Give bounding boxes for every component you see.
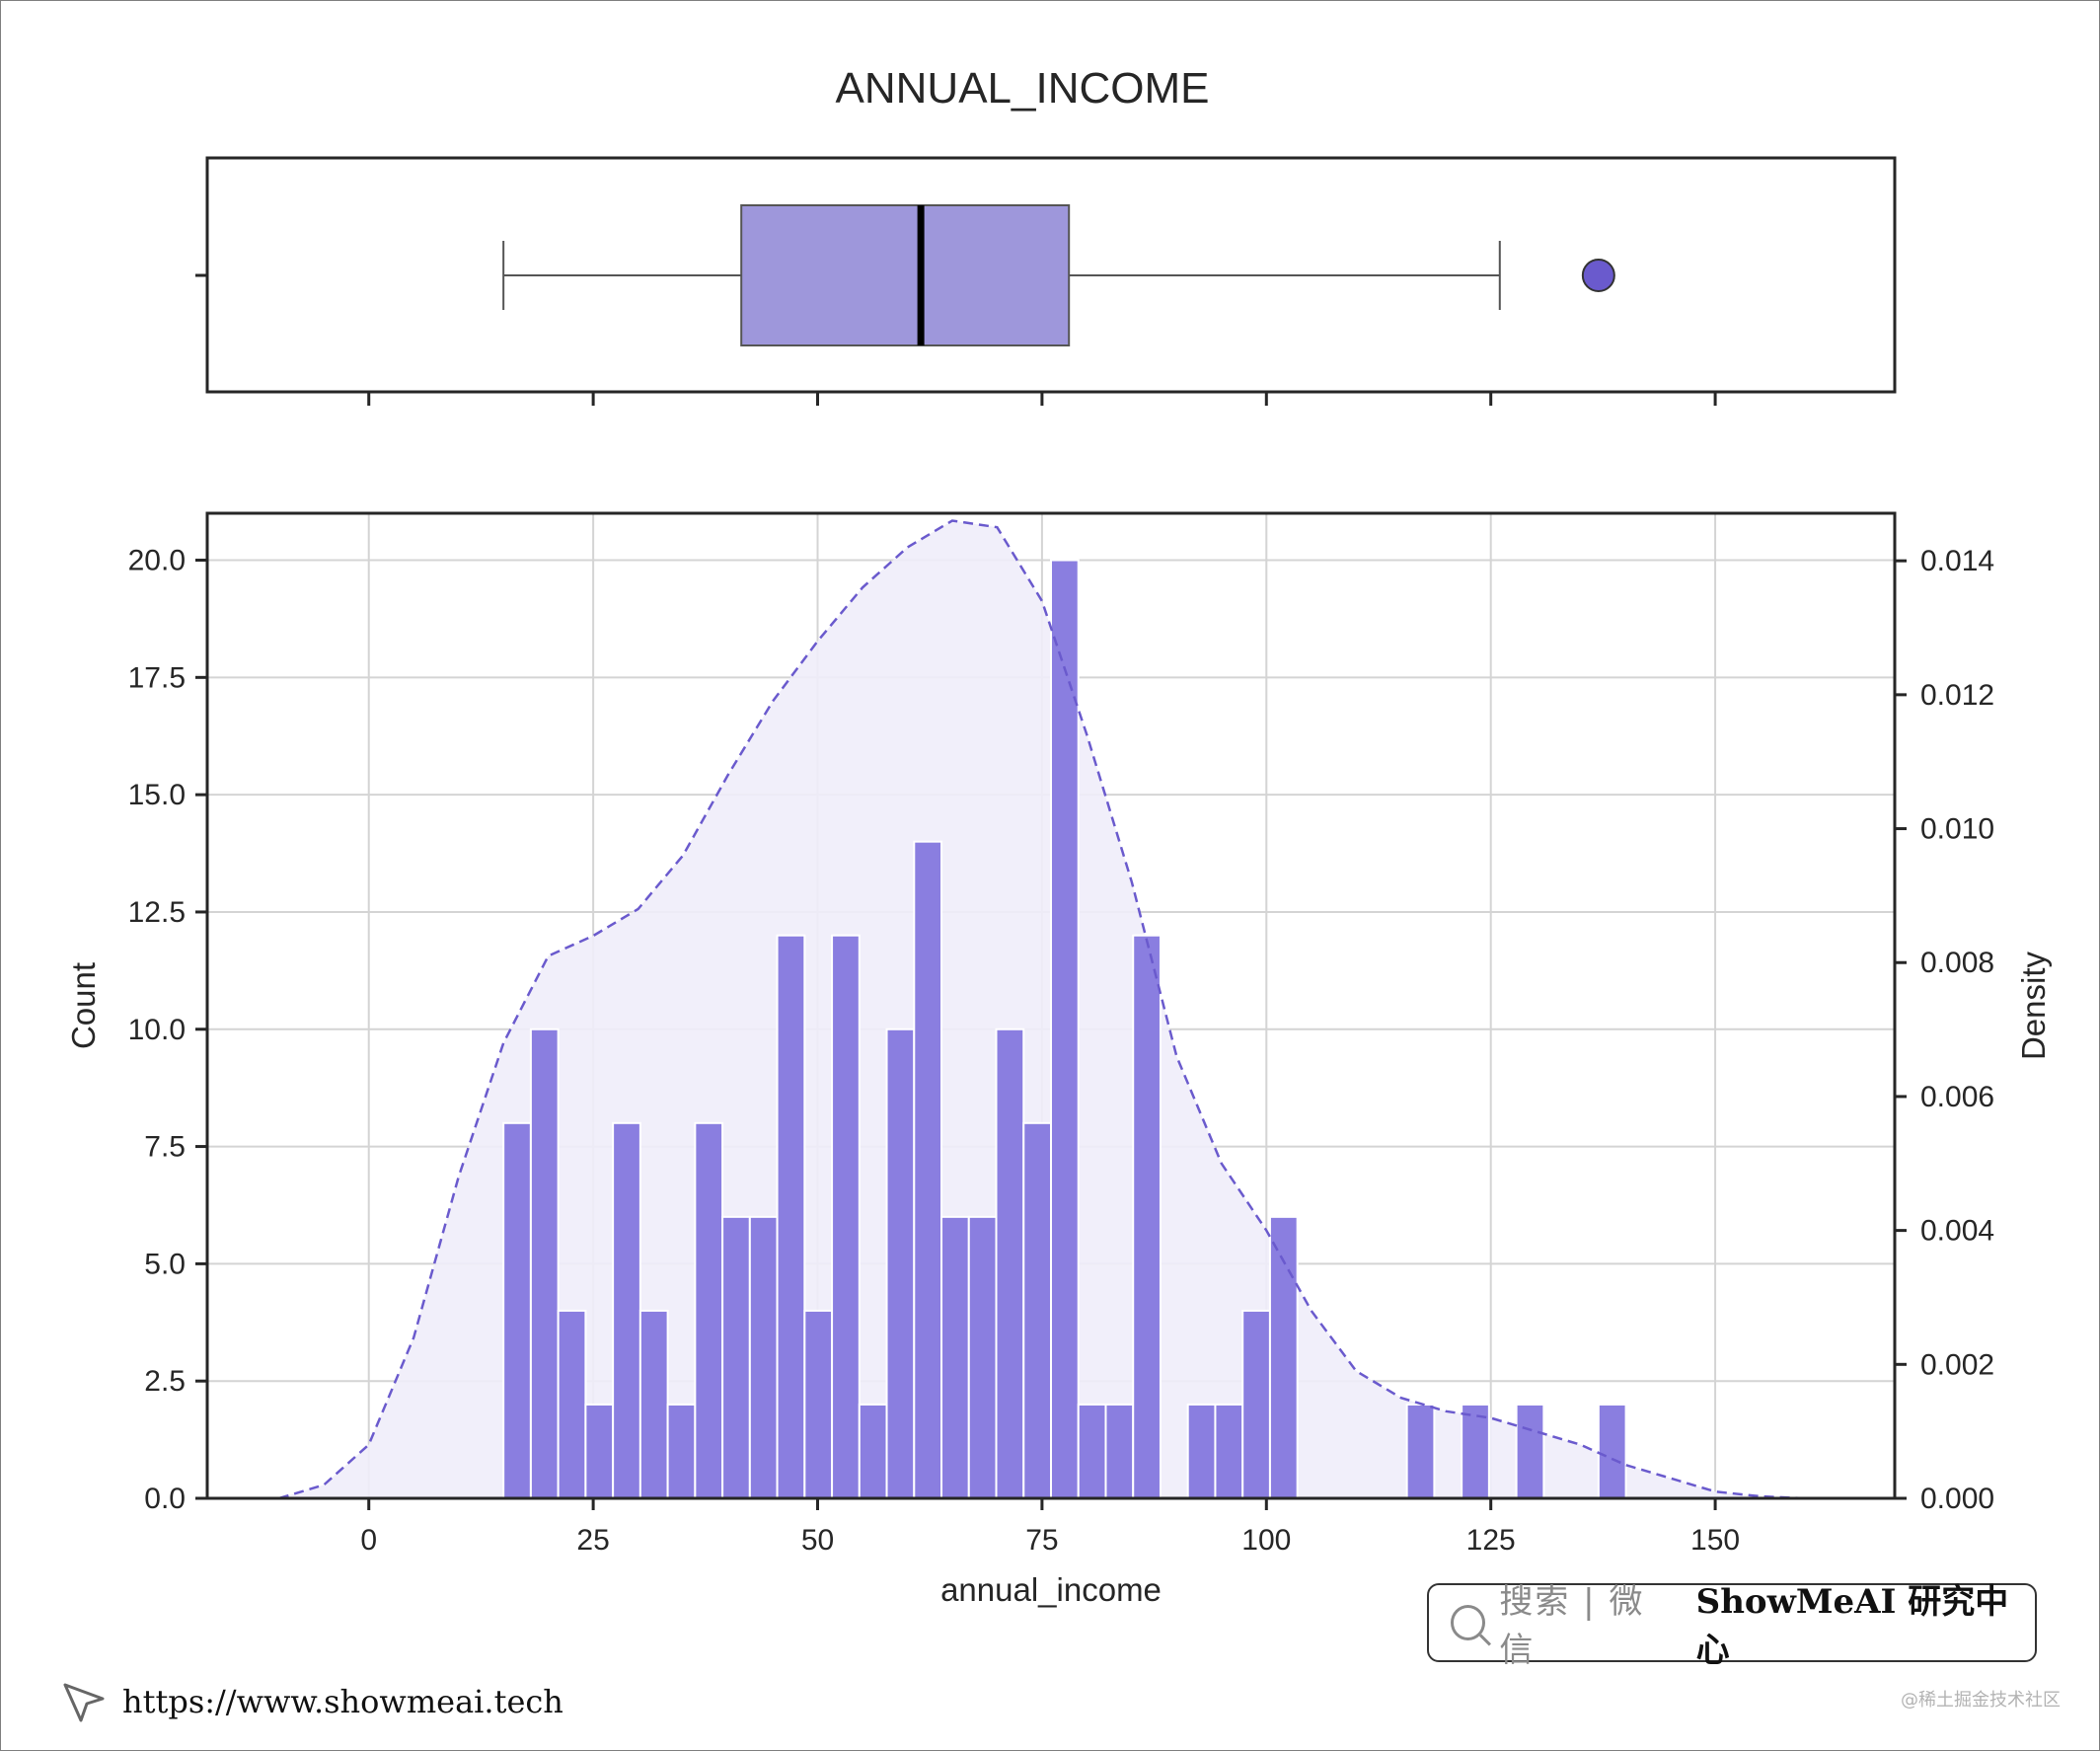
y-tick-label: 15.0 <box>128 779 186 811</box>
y-tick-label: 12.5 <box>128 896 186 929</box>
y-tick-label: 17.5 <box>128 661 186 694</box>
histogram-bar <box>584 1403 615 1500</box>
x-tick-label: 125 <box>1466 1524 1516 1557</box>
x-tick-label: 100 <box>1241 1524 1291 1557</box>
cursor-icon <box>63 1683 105 1722</box>
y2-axis-label: Density <box>2015 951 2052 1060</box>
x-tick-label: 0 <box>360 1524 377 1557</box>
histogram-bar <box>1214 1403 1244 1500</box>
x-axis-label: annual_income <box>940 1571 1162 1608</box>
search-icon <box>1451 1605 1486 1640</box>
watermark-text: @稀土掘金技术社区 <box>1901 1690 2061 1711</box>
histogram-bar <box>1022 1121 1052 1500</box>
x-tick-label: 75 <box>1025 1524 1058 1557</box>
search-badge[interactable]: 搜索 | 微信 ShowMeAI 研究中心 <box>1427 1582 2037 1670</box>
histogram-bar <box>666 1403 697 1500</box>
histogram-bar <box>529 1028 560 1500</box>
x-tick-label: 50 <box>801 1524 834 1557</box>
histogram-bar <box>885 1028 916 1500</box>
footer-link[interactable]: https://www.showmeai.tech <box>59 1672 563 1731</box>
histogram-panel: 0 25 50 75 100 125 150 0.0 2.5 5.0 7.5 10.0 12.5 15.0… <box>65 511 2052 1608</box>
histogram-bar <box>721 1215 751 1500</box>
y-tick-label: 0.0 <box>144 1483 186 1515</box>
histogram-bar <box>557 1309 587 1500</box>
y-tick-label: 5.0 <box>144 1248 186 1280</box>
histogram-bar <box>1461 1403 1490 1500</box>
kde-area <box>278 520 1805 1498</box>
histogram-bar <box>1241 1309 1271 1500</box>
box-outlier <box>1581 259 1615 292</box>
x-tick-label: 25 <box>576 1524 609 1557</box>
box-iqr <box>740 204 1071 346</box>
histogram-bar <box>748 1215 779 1500</box>
histogram-bar <box>1186 1403 1217 1500</box>
y2-tick-label: 0.002 <box>1920 1348 1994 1381</box>
badge-brand-text: ShowMeAI 研究中心 <box>1695 1582 2009 1670</box>
y2-tick-label: 0.000 <box>1920 1483 1994 1515</box>
histogram-bar <box>1050 559 1080 1499</box>
histogram-bar <box>1077 1403 1107 1500</box>
histogram-bar <box>1405 1403 1436 1500</box>
histogram-bar <box>638 1309 669 1500</box>
footer-url-text: https://www.showmeai.tech <box>122 1683 563 1720</box>
y2-tick-label: 0.010 <box>1920 813 1994 846</box>
y-tick-label: 20.0 <box>128 545 186 577</box>
histogram-bar <box>940 1215 970 1500</box>
badge-search-text: 搜索 | 微信 <box>1499 1582 1645 1670</box>
y2-tick-label: 0.014 <box>1920 545 1994 577</box>
y2-tick-label: 0.012 <box>1920 679 1994 712</box>
x-tick-label: 150 <box>1690 1524 1740 1557</box>
histogram-bar <box>502 1121 532 1500</box>
histogram-bar <box>913 840 943 1499</box>
histogram-bar <box>1104 1403 1135 1500</box>
histogram-bar <box>776 934 806 1499</box>
y2-tick-label: 0.004 <box>1920 1215 1994 1248</box>
histogram-bar <box>803 1309 834 1500</box>
y-tick-label: 7.5 <box>144 1131 186 1164</box>
histogram-bar <box>1597 1403 1627 1500</box>
y2-tick-label: 0.008 <box>1920 947 1994 979</box>
histogram-bar <box>831 934 861 1499</box>
histogram-bar <box>995 1028 1025 1500</box>
box-plot-panel <box>195 156 1897 406</box>
hist-frame <box>205 511 1897 1500</box>
histogram-bar <box>694 1121 724 1500</box>
histogram-bar <box>612 1121 641 1500</box>
y2-tick-label: 0.006 <box>1920 1081 1994 1113</box>
y-tick-label: 2.5 <box>144 1365 186 1398</box>
chart-title: ANNUAL_INCOME <box>836 64 1210 113</box>
histogram-bar <box>967 1215 998 1500</box>
histogram-bar <box>1515 1403 1545 1500</box>
histogram-bar <box>858 1403 888 1500</box>
histogram-bar <box>1132 934 1162 1499</box>
y-axis-label: Count <box>65 962 102 1049</box>
y-tick-label: 10.0 <box>128 1014 186 1046</box>
